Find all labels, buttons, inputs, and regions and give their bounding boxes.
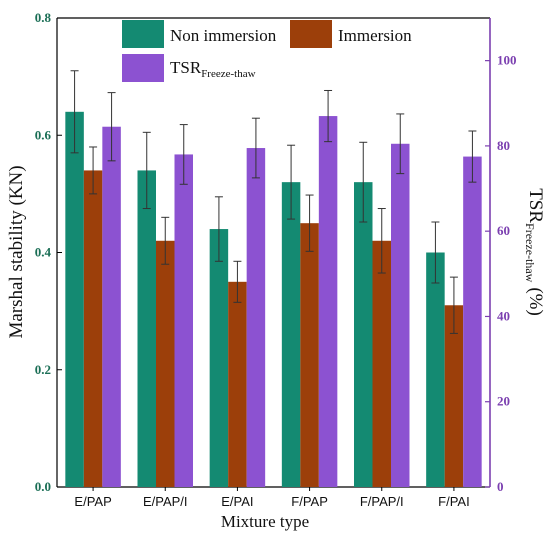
bar (228, 281, 247, 487)
y-tick-right-label: 40 (497, 308, 510, 323)
bar (137, 170, 156, 488)
bar (463, 156, 482, 487)
legend-swatch (290, 20, 332, 48)
x-ticks: E/PAP E/PAP/I E/PAI F/PAP F/PAP/I F/PAI (74, 487, 470, 509)
legend-label: Non immersion (170, 26, 277, 45)
y-axis-right-label-main: TSR (525, 188, 546, 223)
y-tick-right-label: 100 (497, 53, 517, 68)
y-axis-right-label-subscript: Freeze-thaw (523, 223, 537, 283)
bar (102, 126, 121, 488)
y-tick-right-label: 60 (497, 223, 510, 238)
x-tick-label: F/PAP/I (360, 494, 404, 509)
x-tick-label: F/PAI (438, 494, 470, 509)
x-tick-label: E/PAP (74, 494, 111, 509)
bar (300, 223, 319, 487)
y-tick-right-label: 0 (497, 479, 504, 494)
y-tick-label: 0.2 (35, 362, 51, 377)
x-tick-label: E/PAP/I (143, 494, 188, 509)
y-axis-right-label: TSRFreeze-thaw (%) (523, 188, 546, 316)
legend-label: Immersion (338, 26, 412, 45)
legend: Non immersion Immersion TSRFreeze-thaw (122, 20, 412, 82)
y-axis-right-label-unit: (%) (525, 287, 546, 315)
bar (318, 116, 338, 488)
y-tick-label: 0.6 (35, 127, 52, 142)
legend-label: TSRFreeze-thaw (170, 58, 256, 80)
y-tick-label: 0.8 (35, 10, 52, 25)
legend-swatch (122, 20, 164, 48)
legend-swatch (122, 54, 164, 82)
bar (209, 229, 229, 488)
x-axis-label: Mixture type (221, 512, 309, 531)
x-tick-label: E/PAI (221, 494, 253, 509)
bar (354, 182, 373, 487)
y-tick-label: 0.0 (35, 479, 51, 494)
y-tick-label: 0.4 (35, 245, 52, 260)
legend-label-main: TSR (170, 58, 202, 77)
y-axis-label: Marshal stability (KN) (6, 165, 27, 338)
bar (156, 240, 175, 487)
error-bars-group (70, 70, 477, 334)
y-tick-right-label: 20 (497, 394, 510, 409)
legend-label-subscript: Freeze-thaw (201, 68, 255, 80)
bar (372, 240, 391, 487)
bar (83, 170, 103, 488)
y-ticks-right: 0 20 40 60 80 100 (485, 53, 517, 494)
bar (391, 143, 410, 487)
bar (426, 252, 445, 487)
bar (281, 182, 301, 487)
bar (246, 148, 266, 488)
bar (65, 111, 84, 488)
x-tick-label: F/PAP (291, 494, 328, 509)
y-ticks-left: 0.0 0.2 0.4 0.6 0.8 (35, 10, 62, 494)
bar (444, 305, 464, 487)
bar (174, 154, 193, 487)
y-tick-right-label: 80 (497, 138, 510, 153)
bars-group (65, 111, 482, 488)
